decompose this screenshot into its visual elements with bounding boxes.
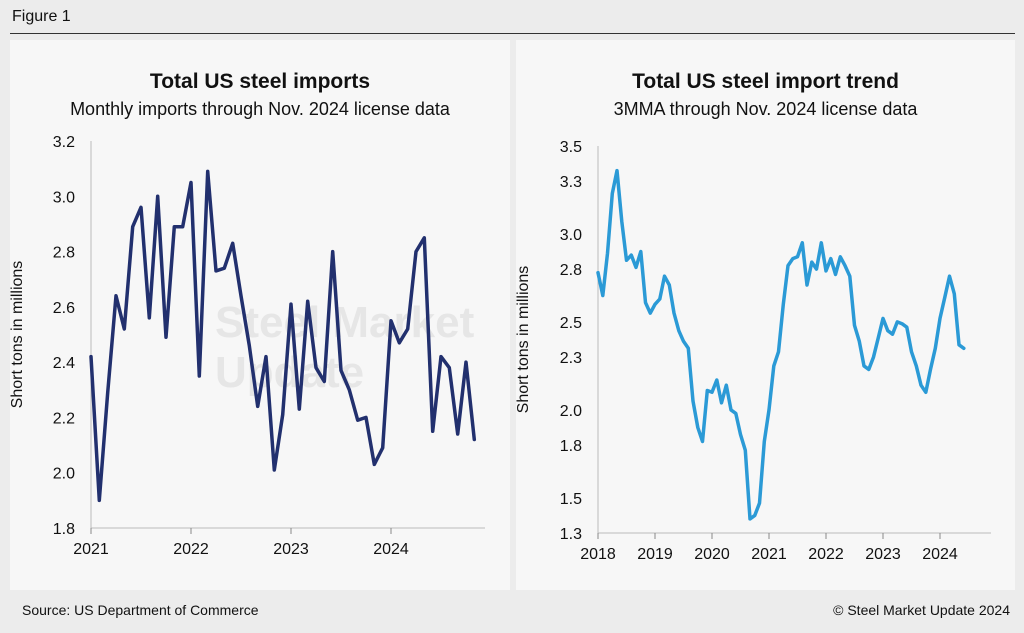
y-tick-label: 2.6 [53,300,75,317]
x-tick-label: 2021 [751,546,787,563]
x-tick-label: 2021 [73,541,109,558]
y-tick-label: 3.0 [53,189,75,206]
y-tick-label: 1.3 [560,526,582,543]
y-tick-label: 3.5 [560,139,582,156]
x-tick-label: 2022 [173,541,209,558]
x-tick-label: 2019 [637,546,673,563]
y-tick-label: 2.2 [53,410,75,427]
x-tick-label: 2020 [694,546,730,563]
left-chart: 1.8 2.0 2.2 2.4 2.6 2.8 3.0 3.2 Short tons in mi… [10,134,485,558]
y-tick-label: 2.0 [53,466,75,483]
y-axis-label: Short tons in millions [10,261,26,409]
right-chart-title: Total US steel import trend [632,70,899,93]
y-tick-label: 1.8 [560,438,582,455]
source-note: Source: US Department of Commerce [22,602,259,618]
left-chart-panel: Steel Market Update Total US steel impor… [10,40,510,590]
x-tick-label: 2018 [580,546,616,563]
x-tick-label: 2024 [373,541,409,558]
series-line [89,169,477,503]
y-axis-label: Short tons in millions [516,266,532,414]
y-tick-label: 3.3 [560,174,582,191]
figure-label: Figure 1 [12,8,71,25]
y-tick-label: 1.5 [560,491,582,508]
series-line [596,168,966,521]
y-tick-label: 1.8 [53,521,75,538]
y-tick-label: 3.2 [53,134,75,151]
right-chart-panel: 1.3 1.5 1.8 2.0 2.3 2.5 2.8 3.0 3.3 3.5 Short tons… [516,40,1015,590]
y-tick-label: 2.8 [53,245,75,262]
left-chart-title: Total US steel imports [149,70,371,93]
x-tick-label: 2022 [808,546,844,563]
figure-divider [10,33,1015,34]
right-chart-subtitle: 3MMA through Nov. 2024 license data [613,99,918,119]
x-tick-label: 2023 [273,541,309,558]
y-tick-label: 2.3 [560,350,582,367]
y-tick-label: 2.0 [560,403,582,420]
copyright-note: © Steel Market Update 2024 [833,602,1010,618]
y-tick-label: 2.8 [560,262,582,279]
left-chart-subtitle: Monthly imports through Nov. 2024 licens… [70,99,450,119]
x-tick-label: 2024 [922,546,958,563]
x-tick-label: 2023 [865,546,901,563]
right-chart: 1.3 1.5 1.8 2.0 2.3 2.5 2.8 3.0 3.3 3.5 Short tons… [516,139,991,563]
y-tick-label: 2.5 [560,315,582,332]
y-tick-label: 2.4 [53,355,75,372]
y-tick-label: 3.0 [560,227,582,244]
